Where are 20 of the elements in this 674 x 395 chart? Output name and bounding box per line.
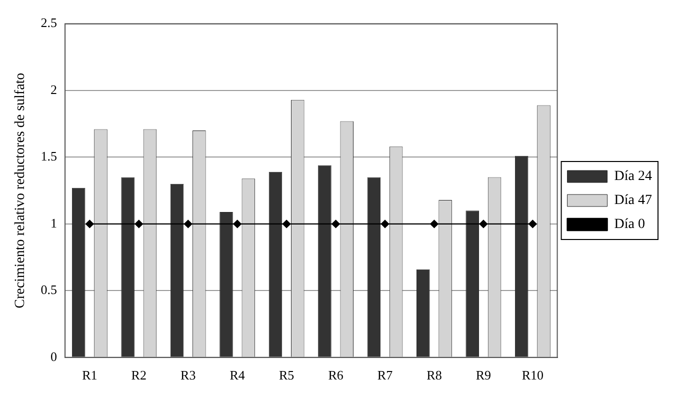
- legend-label: Día 0: [614, 217, 646, 232]
- legend-label: Día 47: [614, 193, 652, 208]
- y-tick-label: 2: [50, 82, 58, 97]
- y-tick-label: 1.5: [40, 148, 58, 164]
- x-tick-label: R5: [278, 368, 294, 383]
- y-axis-title: Crecimiento relativo reductores de sulfato: [13, 72, 28, 308]
- x-tick-label: R8: [426, 368, 442, 383]
- x-tick-label: R1: [82, 368, 98, 383]
- legend-label: Día 24: [614, 169, 652, 184]
- x-tick-label: R7: [377, 368, 394, 383]
- x-tick-label: R6: [328, 368, 344, 383]
- x-tick-label: R3: [180, 368, 196, 383]
- x-tick-label: R10: [522, 368, 544, 383]
- y-tick-label: 0: [50, 348, 58, 364]
- x-tick-label: R9: [476, 368, 492, 383]
- y-tick-label: 2.5: [40, 15, 58, 30]
- y-tick-label: 1: [50, 215, 58, 230]
- x-tick-label: R2: [131, 368, 146, 383]
- x-tick-label: R4: [230, 368, 246, 383]
- y-tick-label: 0.5: [40, 282, 58, 298]
